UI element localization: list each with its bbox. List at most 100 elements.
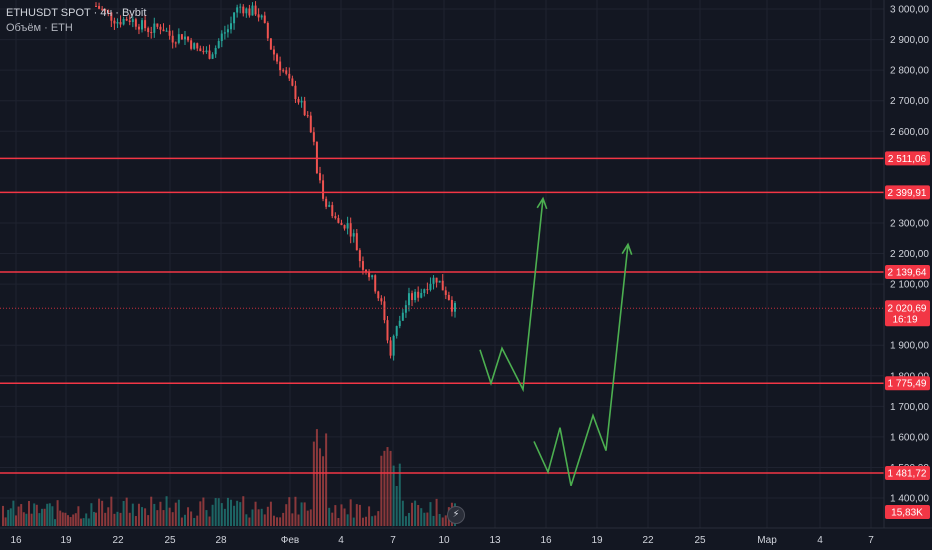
volume-bar (251, 509, 254, 526)
time-tick-label: 22 (112, 535, 124, 546)
volume-bar (174, 502, 177, 526)
time-tick-label: 19 (60, 535, 72, 546)
volume-bar (352, 517, 355, 526)
volume-bar (144, 508, 147, 526)
volume-bar (263, 514, 266, 526)
candle-body (98, 6, 101, 9)
volume-bar (4, 517, 7, 526)
volume-bar (61, 512, 64, 526)
candle-body (141, 20, 144, 30)
volume-bar (190, 511, 193, 526)
volume-bar (423, 512, 426, 526)
price-tick-label: 1 900,00 (890, 341, 929, 352)
candle-body (285, 70, 288, 74)
candle-body (312, 132, 315, 142)
volume-tag (885, 505, 930, 519)
candle-body (300, 100, 303, 103)
candle-body (159, 26, 162, 30)
candle-body (404, 305, 407, 313)
candle-body (134, 19, 137, 27)
volume-bar (107, 507, 110, 526)
volume-bar (113, 513, 116, 526)
volume-bar (239, 502, 242, 526)
volume-bar (346, 514, 349, 526)
volume-bar (85, 513, 88, 526)
volume-bar (312, 441, 315, 526)
volume-bar (137, 503, 140, 526)
volume-bar (368, 506, 371, 526)
candle-body (444, 290, 447, 295)
volume-bar (2, 505, 4, 526)
level-price-tag (885, 151, 930, 166)
candle-body (190, 40, 193, 49)
volume-bar (444, 515, 447, 526)
level-price-tag (885, 264, 930, 279)
volume-bar (438, 513, 441, 526)
candle-body (183, 36, 186, 40)
candle-body (150, 32, 153, 34)
current-price-label: 2 020,69 (888, 303, 927, 314)
time-tick-label: 16 (10, 535, 22, 546)
candle-body (309, 115, 312, 133)
volume-bar (153, 503, 156, 526)
candle-body (153, 23, 156, 33)
candle-body (239, 6, 242, 8)
candle-body (291, 78, 294, 86)
candle-body (279, 61, 282, 71)
candle-body (411, 293, 414, 301)
level-lines[interactable] (0, 157, 884, 474)
candle-body (202, 51, 205, 53)
candle-body (407, 293, 410, 306)
volume-bar (328, 507, 331, 526)
chart-legend: ETHUSDT SPOT · 4ч · Bybit Объём · ETH (6, 6, 146, 36)
volume-bar (245, 514, 248, 526)
volume-title[interactable]: Объём · ETH (6, 22, 73, 34)
candle-body (101, 8, 104, 10)
volume-bar (279, 517, 282, 526)
candle-body (282, 70, 285, 72)
volume-bar (35, 504, 38, 526)
arrow-head-icon (621, 242, 633, 255)
volume-bar (407, 512, 410, 526)
forecast-arrows[interactable] (479, 196, 633, 487)
candle-body (211, 54, 214, 59)
volume-bar (59, 510, 62, 526)
time-tick-label: Фев (281, 535, 299, 546)
candle-body (230, 23, 233, 30)
volume-bar (202, 497, 205, 526)
volume-bar (41, 508, 43, 526)
level-price-tag (885, 185, 930, 200)
volume-bar (17, 506, 20, 526)
time-tick-label: Мар (757, 535, 777, 546)
volume-bar (248, 517, 251, 526)
candle-body (454, 303, 456, 312)
price-tick-label: 1 700,00 (890, 402, 929, 413)
volume-bar (282, 512, 285, 526)
candle-body (116, 22, 119, 24)
candle-body (251, 5, 254, 16)
volume-bars (2, 429, 456, 526)
symbol-title[interactable]: ETHUSDT SPOT · 4ч · Bybit (6, 7, 147, 19)
time-axis[interactable]: 16 19 22 25 28 Фев 4 7 10 13 16 19 22 25 Мар 4 7 (10, 535, 874, 546)
volume-bar (285, 504, 288, 526)
volume-bar (199, 501, 202, 526)
volume-bar (56, 500, 59, 526)
volume-bar (156, 510, 159, 526)
candle-body (420, 293, 423, 298)
candle-body (113, 20, 116, 24)
price-axis[interactable]: 3 000,00 2 900,00 2 800,00 2 700,00 2 600,00… (890, 5, 929, 505)
candle-body (147, 28, 150, 33)
candle-body (171, 35, 174, 43)
level-price-label: 1 481,72 (888, 469, 927, 480)
volume-bar (272, 515, 275, 526)
volume-bar (337, 517, 340, 526)
bolt-icon[interactable]: ⚡ (447, 506, 465, 524)
candle-body (438, 280, 441, 283)
candle-body (122, 19, 125, 25)
candle-body (168, 30, 171, 36)
volume-bar (236, 500, 239, 526)
time-tick-label: 7 (390, 535, 396, 546)
volume-bar (426, 512, 429, 526)
candle-body (245, 8, 248, 14)
